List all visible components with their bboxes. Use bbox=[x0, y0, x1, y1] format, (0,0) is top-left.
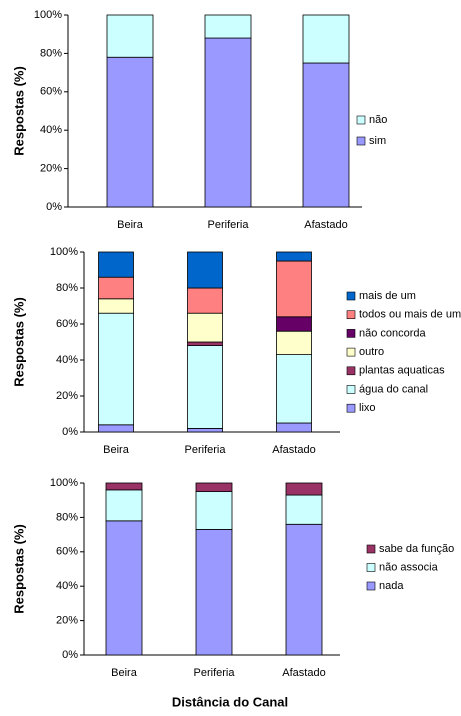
bar-segment bbox=[285, 482, 323, 496]
y-tick-label: 80% bbox=[40, 47, 62, 59]
legend-label: sim bbox=[369, 135, 386, 147]
bar-segment bbox=[98, 251, 134, 278]
legend-label: nada bbox=[379, 580, 404, 592]
bar-segment bbox=[302, 14, 350, 64]
legend-swatch bbox=[346, 291, 356, 301]
legend-swatch bbox=[346, 310, 356, 320]
y-axis-label: Respostas (%) bbox=[11, 297, 26, 387]
bar-segment bbox=[98, 424, 134, 433]
y-axis-label: Respostas (%) bbox=[11, 524, 26, 614]
legend-swatch bbox=[366, 563, 376, 572]
x-tick-label: Beira bbox=[103, 444, 130, 456]
legend-label: água do canal bbox=[359, 383, 428, 395]
y-tick-label: 40% bbox=[56, 580, 78, 592]
bar-segment bbox=[106, 14, 154, 58]
legend-swatch bbox=[366, 544, 376, 554]
bar-segment bbox=[276, 260, 312, 318]
x-tick-label: Beira bbox=[111, 667, 138, 679]
legend-swatch bbox=[366, 581, 376, 591]
legend-swatch bbox=[346, 385, 356, 394]
x-tick-label: Afastado bbox=[272, 444, 315, 456]
y-tick-label: 0% bbox=[62, 649, 78, 661]
bar-segment bbox=[204, 14, 252, 39]
y-tick-label: 0% bbox=[62, 426, 78, 438]
y-tick-label: 20% bbox=[56, 615, 78, 627]
y-tick-label: 100% bbox=[50, 477, 78, 489]
y-tick-label: 60% bbox=[56, 318, 78, 330]
bar-segment bbox=[187, 312, 223, 343]
bar-segment bbox=[302, 62, 350, 208]
legend-swatch bbox=[346, 329, 356, 338]
y-tick-label: 80% bbox=[56, 511, 78, 523]
y-tick-label: 40% bbox=[56, 354, 78, 366]
legend-label: plantas aquaticas bbox=[359, 365, 445, 377]
legend-label: lixo bbox=[359, 402, 376, 414]
legend-label: não associa bbox=[379, 561, 439, 573]
legend-label: outro bbox=[359, 346, 384, 358]
legend-label: sabe da função bbox=[379, 543, 454, 555]
bar-segment bbox=[195, 491, 233, 530]
bar-segment bbox=[195, 482, 233, 493]
bar-segment bbox=[285, 494, 323, 525]
bar-segment bbox=[105, 520, 143, 656]
legend-label: mais de um bbox=[359, 290, 416, 302]
y-tick-label: 60% bbox=[40, 86, 62, 98]
legend-label: todos ou mais de um bbox=[359, 309, 461, 321]
bar-segment bbox=[195, 529, 233, 656]
bar-segment bbox=[285, 523, 323, 656]
y-axis-label: Respostas (%) bbox=[11, 66, 26, 156]
bar-segment bbox=[105, 482, 143, 491]
y-tick-label: 80% bbox=[56, 282, 78, 294]
bar-segment bbox=[187, 345, 223, 429]
bar-segment bbox=[187, 341, 223, 346]
y-tick-label: 20% bbox=[40, 163, 62, 175]
bar-segment bbox=[98, 312, 134, 426]
x-axis-label: Distância do Canal bbox=[172, 694, 288, 709]
legend-swatch bbox=[346, 403, 356, 413]
x-tick-label: Beira bbox=[117, 219, 144, 231]
y-tick-label: 100% bbox=[50, 246, 78, 258]
legend-swatch bbox=[346, 347, 356, 357]
bar-segment bbox=[276, 316, 312, 332]
legend-swatch bbox=[346, 366, 356, 376]
bar-segment bbox=[187, 251, 223, 289]
bar-segment bbox=[204, 37, 252, 208]
bar-segment bbox=[276, 422, 312, 433]
x-tick-label: Afastado bbox=[304, 219, 347, 231]
x-tick-label: Periferia bbox=[208, 219, 250, 231]
y-tick-label: 0% bbox=[46, 201, 62, 213]
legend-label: não concorda bbox=[359, 327, 427, 339]
bar-segment bbox=[98, 276, 134, 300]
x-tick-label: Afastado bbox=[282, 667, 325, 679]
y-tick-label: 100% bbox=[34, 9, 62, 21]
bar-segment bbox=[187, 427, 223, 433]
legend-swatch bbox=[356, 136, 366, 146]
bar-segment bbox=[187, 287, 223, 314]
bar-segment bbox=[106, 56, 154, 208]
legend-label: não bbox=[369, 114, 387, 126]
bar-segment bbox=[98, 298, 134, 314]
bar-segment bbox=[276, 330, 312, 356]
y-tick-label: 60% bbox=[56, 546, 78, 558]
y-tick-label: 20% bbox=[56, 390, 78, 402]
bar-segment bbox=[276, 354, 312, 424]
x-tick-label: Periferia bbox=[185, 444, 227, 456]
x-tick-label: Periferia bbox=[194, 667, 236, 679]
legend-swatch bbox=[356, 115, 366, 125]
bar-segment bbox=[276, 251, 312, 262]
y-tick-label: 40% bbox=[40, 124, 62, 136]
bar-segment bbox=[105, 489, 143, 522]
